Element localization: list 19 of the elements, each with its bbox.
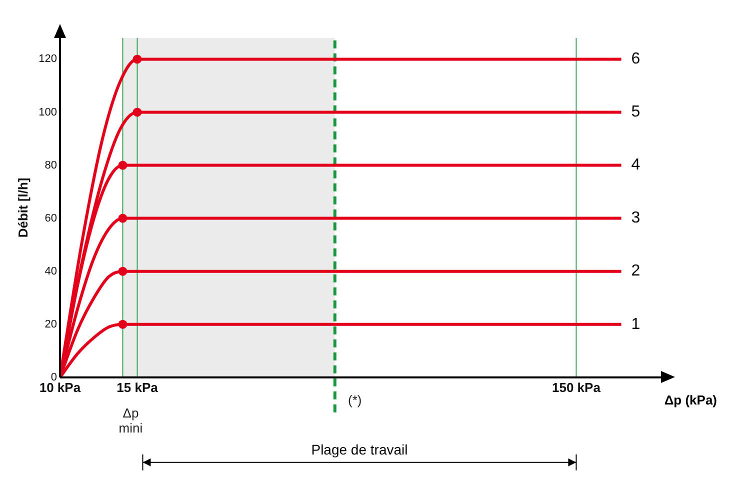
y-tick-label: 60 <box>44 212 57 224</box>
y-tick-label: 100 <box>38 106 57 118</box>
y-tick-label: 80 <box>44 159 57 172</box>
x-tick-label: 150 kPa <box>552 380 602 395</box>
y-tick-label: 20 <box>44 318 57 330</box>
series-label: 4 <box>631 156 640 174</box>
text: Plage de travail <box>311 441 408 458</box>
y-tick-label: 40 <box>44 265 57 278</box>
series-label: 5 <box>631 104 640 121</box>
y-axis-title: Débit [l/h] <box>15 178 30 238</box>
series-label: 3 <box>631 210 640 227</box>
y-tick-label: 120 <box>38 53 57 66</box>
ref-line-label: (*) <box>348 392 362 408</box>
x-axis-title: Δp (kPa) <box>664 392 717 408</box>
series-label: 2 <box>631 262 640 280</box>
ref-line-label: Δp mini <box>118 405 143 436</box>
series-label: 1 <box>631 316 640 333</box>
series-label: 6 <box>631 50 640 68</box>
x-tick-label: 15 kPa <box>116 380 159 395</box>
